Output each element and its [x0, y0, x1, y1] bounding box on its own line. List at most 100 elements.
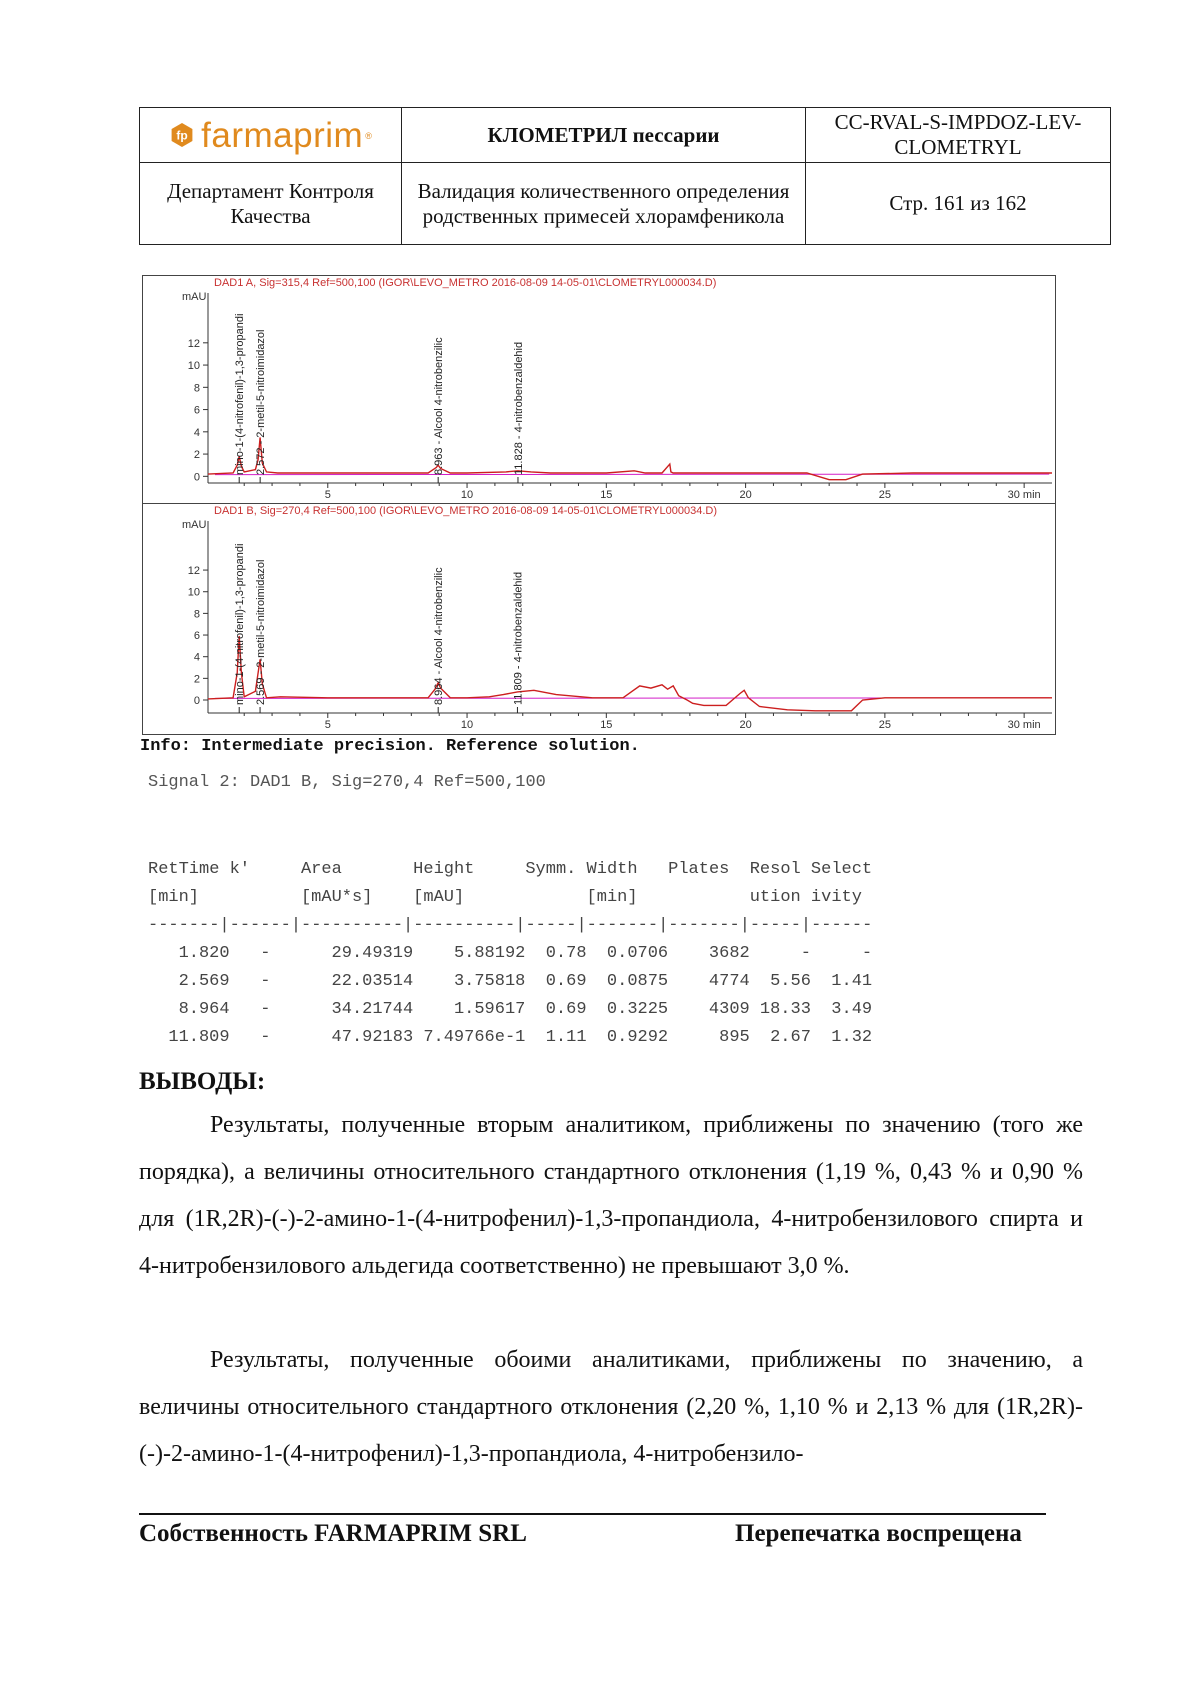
x-tick-label: 25: [879, 719, 891, 731]
peak-label: mino-1-(4-nitrofenil)-1,3-propandi: [234, 544, 246, 705]
y-tick-label: 0: [194, 471, 200, 483]
y-tick-label: 2: [194, 673, 200, 685]
x-tick-label: 20: [739, 719, 751, 731]
table-cell: 1.11: [545, 1028, 587, 1047]
peak-label: mino-1-(4-nitrofenil)-1,3-propandi: [234, 314, 246, 475]
table-cell: 1.41: [831, 972, 873, 991]
signal-trace: [207, 636, 1052, 712]
table-header-units-row: [min] [mAU*s] [mAU] [min] ution ivity: [148, 884, 872, 912]
table-cell: 2.569: [178, 972, 230, 991]
document-title: КЛОМЕТРИЛ пессарии: [401, 107, 806, 163]
y-axis-label: mAU: [182, 519, 207, 531]
signal-line: Signal 2: DAD1 B, Sig=270,4 Ref=500,100: [148, 773, 546, 792]
column-header: [min]: [148, 888, 200, 907]
table-cell: 5.88192: [453, 944, 526, 963]
page-number: Стр. 161 из 162: [805, 162, 1111, 245]
conclusion-paragraph-1: Результаты, полученные вторым аналитиком…: [139, 1112, 1083, 1279]
column-header: [668, 884, 750, 912]
column-header: k': [229, 860, 250, 879]
panel-title: DAD1 B, Sig=270,4 Ref=500,100 (IGOR\LEVO…: [214, 505, 717, 517]
document-header-table: fp farmaprim ® КЛОМЕТРИЛ пессарии CC-RVA…: [139, 107, 1111, 245]
x-tick-label: 30 min: [1008, 489, 1041, 501]
y-tick-label: 12: [188, 565, 200, 577]
svg-text:fp: fp: [176, 129, 187, 143]
footer-rule: [139, 1513, 1046, 1515]
table-cell: 1.32: [831, 1028, 873, 1047]
table-cell: 4309: [708, 1000, 750, 1019]
y-tick-label: 12: [188, 338, 200, 350]
chromatogram-panel: DAD1 A, Sig=315,4 Ref=500,100 (IGOR\LEVO…: [182, 277, 1052, 501]
table-cell: 4774: [708, 972, 750, 991]
table-cell: 0.69: [545, 1000, 587, 1019]
x-tick-label: 20: [739, 489, 751, 501]
x-tick-label: 25: [879, 489, 891, 501]
table-cell: -: [260, 944, 271, 963]
y-tick-label: 10: [188, 360, 200, 372]
table-cell: 18.33: [759, 1000, 811, 1019]
chromatogram-panel: DAD1 B, Sig=270,4 Ref=500,100 (IGOR\LEVO…: [142, 503, 1056, 731]
footer-reprint-notice: Перепечатка воспрещена: [735, 1520, 1022, 1547]
y-tick-label: 4: [194, 652, 200, 664]
column-header: [525, 884, 586, 912]
table-cell: 0.69: [545, 972, 587, 991]
column-header: Resol: [749, 860, 801, 879]
table-header-row: RetTime k' Area Height Symm. Width Plates Resol…: [148, 856, 872, 884]
x-tick-label: 10: [461, 489, 473, 501]
column-header: [mAU*s]: [300, 888, 373, 907]
table-cell: 3.49: [831, 1000, 873, 1019]
logo-wordmark: farmaprim: [201, 115, 364, 155]
conclusions-heading: ВЫВОДЫ:: [139, 1068, 266, 1095]
x-tick-label: 10: [461, 719, 473, 731]
table-cell: -: [861, 944, 873, 963]
table-cell: 0.0875: [606, 972, 669, 991]
y-tick-label: 4: [194, 427, 200, 439]
table-cell: 0.0706: [606, 944, 669, 963]
x-tick-label: 15: [600, 489, 612, 501]
peak-results-table: RetTime k' Area Height Symm. Width Plates Resol…: [148, 856, 872, 1052]
table-cell: -: [260, 1028, 271, 1047]
table-cell: 0.78: [545, 944, 587, 963]
footer-ownership: Собственность FARMAPRIM SRL: [139, 1520, 527, 1547]
column-header: Plates: [668, 860, 730, 879]
y-tick-label: 0: [194, 695, 200, 707]
farmaprim-logo-icon: fp: [171, 123, 193, 147]
table-cell: 895: [719, 1028, 750, 1047]
document-code: CC-RVAL-S-IMPDOZ-LEV-CLOMETRYL: [805, 107, 1111, 163]
signal-trace: [207, 437, 1052, 481]
table-cell: 47.92183: [331, 1028, 414, 1047]
table-cell: 1.820: [178, 944, 230, 963]
column-header: Area: [300, 860, 342, 879]
y-tick-label: 6: [194, 630, 200, 642]
table-cell: 2.67: [770, 1028, 811, 1047]
info-line: Info: Intermediate precision. Reference …: [140, 737, 640, 756]
panel-title: DAD1 A, Sig=315,4 Ref=500,100 (IGOR\LEVO…: [214, 277, 716, 289]
table-cell: -: [800, 944, 811, 963]
baseline: [214, 473, 1050, 476]
chromatogram-figure: DAD1 A, Sig=315,4 Ref=500,100 (IGOR\LEVO…: [142, 275, 1056, 735]
logo-registered-mark: ®: [365, 130, 372, 141]
column-header: ivity: [810, 888, 862, 907]
column-header: [min]: [586, 888, 638, 907]
column-header: Symm.: [525, 860, 577, 879]
logo-cell: fp farmaprim ®: [139, 107, 402, 163]
table-row: 11.809 - 47.92183 7.49766e-1 1.11 0.9292 895 2.…: [148, 1024, 872, 1052]
table-cell: 3.75818: [453, 972, 526, 991]
farmaprim-logo: fp farmaprim ®: [146, 118, 395, 153]
column-header: [mAU]: [413, 888, 465, 907]
conclusion-paragraph-2: Результаты, полученные обоими аналитикам…: [139, 1347, 1083, 1467]
table-cell: 3682: [708, 944, 750, 963]
y-tick-label: 2: [194, 449, 200, 461]
y-tick-label: 8: [194, 608, 200, 620]
column-header: Height: [413, 860, 475, 879]
x-tick-label: 5: [325, 489, 331, 501]
chart-frame: [142, 275, 1056, 735]
peak-label: 11.828 - 4-nitrobenzaldehid: [513, 342, 525, 475]
department-name: Департамент Контроля Качества: [139, 162, 402, 245]
y-tick-label: 8: [194, 382, 200, 394]
table-separator: -------|------|----------|----------|---…: [148, 916, 873, 935]
column-header: [230, 884, 301, 912]
table-cell: 11.809: [168, 1028, 230, 1047]
peak-label: 2.572 - 2-metil-5-nitroimidazol: [255, 330, 267, 476]
peak-label: 8.964 - Alcool 4-nitrobenzilic: [433, 567, 445, 705]
column-header: Select: [810, 860, 873, 879]
